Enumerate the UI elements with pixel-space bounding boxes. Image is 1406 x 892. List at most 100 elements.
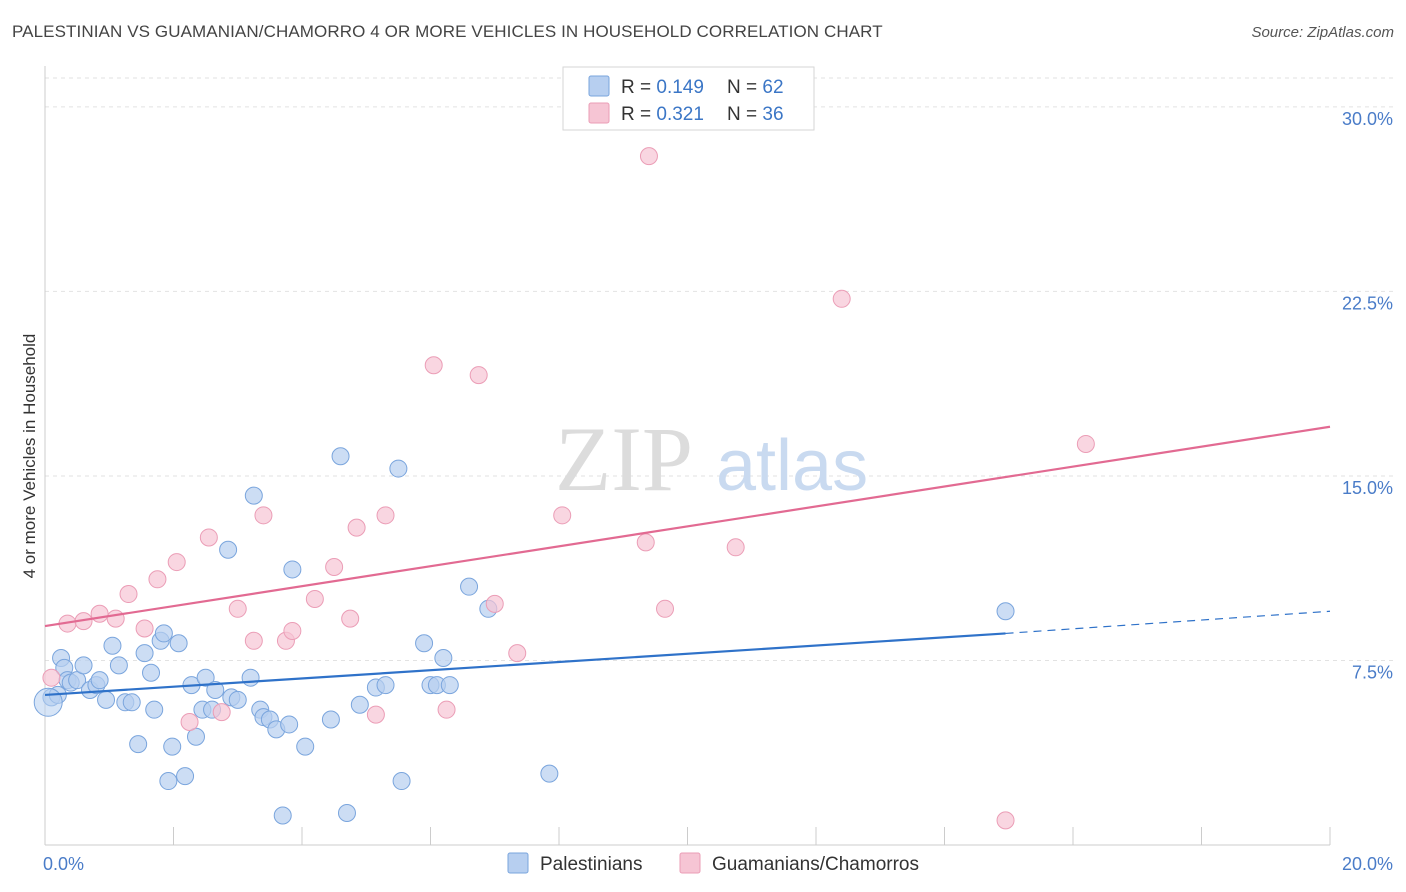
palestinian-point-61 bbox=[996, 602, 1015, 621]
trend-line-palestinians bbox=[44, 632, 1006, 697]
palestinian-point-36 bbox=[244, 486, 263, 505]
palestinian-point-34 bbox=[228, 690, 247, 709]
palestinian-point-16 bbox=[129, 735, 148, 754]
palestinian-point-31 bbox=[206, 681, 225, 699]
watermark-zip: ZIP bbox=[555, 408, 693, 510]
data-points bbox=[33, 147, 1095, 830]
svg-text:R = 0.149: R = 0.149 bbox=[621, 77, 704, 98]
guamanian-point-27 bbox=[508, 644, 527, 663]
guamanian-point-30 bbox=[639, 147, 658, 166]
grid-lines bbox=[45, 77, 1393, 661]
bottom-legend-label-guamanians: Guamanians/Chamorros bbox=[712, 854, 919, 875]
legend-r-label-1: R = bbox=[621, 77, 656, 98]
palestinian-point-18 bbox=[142, 663, 161, 682]
svg-text:N = 36: N = 36 bbox=[727, 104, 784, 125]
trend-line-palestinians-extension bbox=[1005, 610, 1331, 635]
palestinian-point-15 bbox=[122, 693, 141, 712]
palestinian-point-17 bbox=[135, 644, 154, 663]
legend-r-value-2: 0.321 bbox=[656, 104, 704, 125]
guamanian-point-35 bbox=[1076, 434, 1095, 453]
legend-swatch-palestinians bbox=[588, 75, 610, 97]
guamanian-point-20 bbox=[347, 518, 366, 537]
guamanian-point-4 bbox=[106, 609, 125, 628]
guamanian-point-16 bbox=[283, 621, 302, 640]
guamanian-point-22 bbox=[376, 506, 395, 525]
palestinian-point-cluster bbox=[33, 687, 63, 717]
watermark-atlas: atlas bbox=[716, 426, 868, 506]
guamanian-point-18 bbox=[325, 557, 344, 576]
palestinian-point-52 bbox=[392, 772, 411, 791]
palestinian-point-12 bbox=[103, 636, 122, 655]
palestinian-point-56 bbox=[434, 649, 453, 668]
palestinian-point-50 bbox=[376, 676, 395, 695]
guamanian-point-23 bbox=[424, 356, 443, 375]
legend-n-value-2: 36 bbox=[762, 104, 783, 125]
palestinian-point-10 bbox=[90, 671, 109, 690]
palestinian-point-44 bbox=[296, 737, 315, 756]
palestinian-point-48 bbox=[350, 695, 369, 714]
legend-r-label-2: R = bbox=[621, 104, 656, 125]
guamanian-point-7 bbox=[148, 570, 167, 589]
guamanian-point-0 bbox=[42, 668, 61, 687]
guamanian-point-32 bbox=[726, 538, 745, 557]
palestinian-point-60 bbox=[540, 764, 559, 783]
palestinian-point-45 bbox=[321, 710, 340, 729]
source-credit: Source: ZipAtlas.com bbox=[1251, 24, 1394, 41]
legend-r-value-1: 0.149 bbox=[656, 77, 704, 98]
series-legend: Palestinians Guamanians/Chamorros bbox=[507, 852, 919, 875]
palestinian-point-42 bbox=[280, 715, 299, 734]
guamanian-point-9 bbox=[180, 712, 199, 731]
palestinian-point-46 bbox=[331, 447, 350, 466]
guamanian-point-3 bbox=[90, 604, 109, 623]
palestinian-point-19 bbox=[145, 700, 164, 719]
guamanian-point-24 bbox=[437, 700, 456, 719]
legend-n-label-2: N = bbox=[727, 104, 762, 125]
palestinian-point-21 bbox=[154, 624, 173, 643]
guamanian-point-13 bbox=[244, 631, 263, 650]
x-tick-label-1: 20.0% bbox=[1342, 854, 1393, 874]
bottom-legend-swatch-palestinians bbox=[507, 852, 529, 874]
legend-swatch-guamanians bbox=[588, 102, 610, 124]
guamanian-point-31 bbox=[656, 599, 675, 618]
watermark: ZIP atlas bbox=[555, 408, 868, 510]
palestinian-point-32 bbox=[219, 540, 238, 559]
guamanian-point-25 bbox=[469, 366, 488, 385]
palestinian-point-47 bbox=[337, 804, 356, 823]
x-tick-label-0: 0.0% bbox=[43, 854, 84, 874]
svg-text:N = 62: N = 62 bbox=[727, 77, 784, 98]
guamanian-point-28 bbox=[553, 506, 572, 525]
bottom-legend-label-palestinians: Palestinians bbox=[540, 854, 642, 875]
legend-n-label-1: N = bbox=[727, 77, 762, 98]
palestinian-point-43 bbox=[283, 560, 302, 579]
guamanian-point-29 bbox=[636, 533, 655, 552]
guamanian-point-17 bbox=[305, 589, 324, 608]
guamanian-point-26 bbox=[485, 594, 504, 613]
palestinian-point-24 bbox=[169, 634, 188, 653]
palestinian-point-57 bbox=[440, 676, 459, 695]
guamanian-point-11 bbox=[212, 703, 231, 722]
guamanian-point-34 bbox=[996, 811, 1015, 830]
palestinian-point-58 bbox=[460, 577, 479, 596]
chart-title: PALESTINIAN VS GUAMANIAN/CHAMORRO 4 OR M… bbox=[12, 22, 883, 41]
guamanian-point-21 bbox=[366, 705, 385, 724]
y-axis-label: 4 or more Vehicles in Household bbox=[20, 334, 39, 579]
palestinian-point-35 bbox=[241, 668, 260, 687]
palestinian-point-53 bbox=[415, 634, 434, 653]
y-tick-label-1: 15.0% bbox=[1342, 478, 1393, 498]
y-tick-label-2: 22.5% bbox=[1342, 293, 1393, 313]
correlation-legend: R = 0.149 N = 62 R = 0.321 N = 36 bbox=[562, 66, 815, 131]
palestinian-point-22 bbox=[159, 772, 178, 791]
guamanian-point-19 bbox=[341, 609, 360, 628]
palestinian-point-51 bbox=[389, 459, 408, 478]
trend-line-guamanians bbox=[44, 425, 1331, 628]
palestinian-point-29 bbox=[196, 668, 215, 687]
tick-labels: 7.5% 15.0% 22.5% 30.0% 0.0% 20.0% bbox=[43, 109, 1393, 874]
legend-n-value-1: 62 bbox=[762, 77, 783, 98]
y-tick-label-3: 30.0% bbox=[1342, 109, 1393, 129]
guamanian-point-6 bbox=[135, 619, 154, 638]
palestinian-point-41 bbox=[273, 806, 292, 825]
svg-text:R = 0.321: R = 0.321 bbox=[621, 104, 704, 125]
guamanian-point-33 bbox=[832, 289, 851, 308]
guamanian-point-10 bbox=[199, 528, 218, 547]
